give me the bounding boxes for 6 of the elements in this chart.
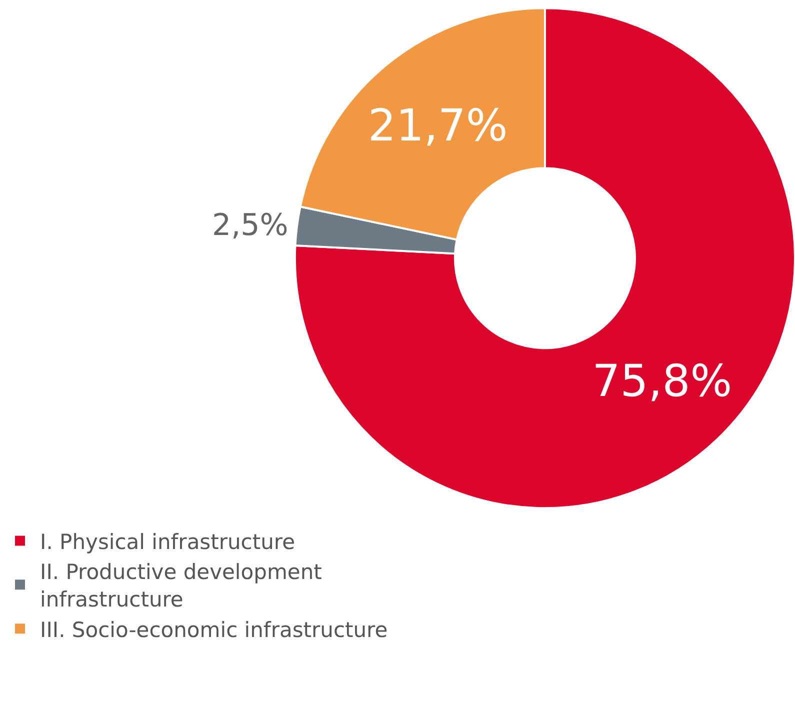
legend-label: III. Socio-economic infrastructure <box>40 618 388 642</box>
data-label: 75,8% <box>592 356 732 407</box>
data-label: 21,7% <box>368 100 508 152</box>
legend-label: I. Physical infrastructure <box>40 530 295 554</box>
data-label: 2,5% <box>212 208 288 244</box>
legend-label: II. Productive development infrastructure <box>40 560 322 612</box>
